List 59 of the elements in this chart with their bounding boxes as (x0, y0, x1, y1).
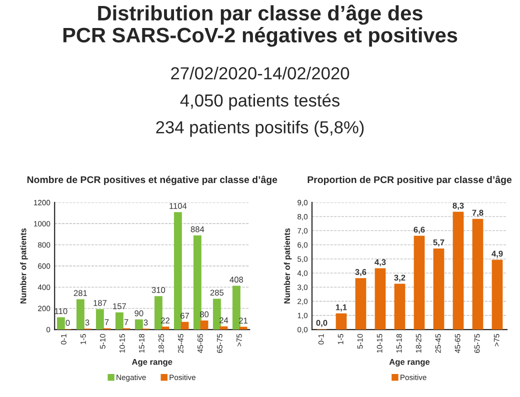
chart-title: Nombre de PCR positives et négative par classe d’âge (27, 176, 278, 186)
bar (76, 299, 84, 330)
data-label: 3,6 (355, 269, 366, 276)
data-label: 6,6 (414, 226, 425, 234)
data-label: 7 (124, 319, 128, 325)
bar (115, 312, 124, 330)
bar (174, 212, 182, 330)
data-label: 3,2 (394, 274, 406, 282)
bar (180, 322, 189, 330)
data-label: 4,9 (492, 250, 503, 258)
bar (472, 218, 484, 330)
data-label: 7 (104, 319, 109, 325)
bar (193, 235, 202, 330)
bar (394, 284, 406, 330)
bar (56, 317, 65, 330)
chart-title: Proportion de PCR positive par classe d’âge (308, 176, 512, 186)
data-label: 884 (190, 226, 204, 232)
data-label: 8,3 (452, 202, 464, 210)
data-label: 1,1 (336, 304, 347, 312)
data-label: 7,8 (472, 210, 484, 217)
data-label: 0 (66, 320, 70, 326)
text: Distribution par classe d’âge des PCR SARS-CoV-2 négatives et positives (63, 4, 458, 47)
text: 4,050 patients testés (180, 94, 340, 110)
x-axis-title: Age range (132, 359, 172, 367)
bar (134, 319, 143, 330)
y-axis-title: Number of patients (20, 228, 28, 304)
data-label: 90 (134, 310, 144, 316)
bar (452, 212, 464, 330)
data-label: 187 (94, 300, 106, 306)
bar (220, 326, 228, 330)
data-label: 0,0 (316, 320, 328, 327)
text: 27/02/2020-14/02/2020 (171, 66, 350, 80)
bar (239, 326, 248, 330)
bar (200, 320, 208, 330)
bar (433, 248, 444, 330)
data-label: 110 (54, 308, 68, 314)
bar (154, 296, 162, 330)
data-label: 1104 (170, 203, 187, 209)
bar (96, 309, 104, 330)
bar (232, 286, 240, 330)
data-label: 408 (230, 276, 244, 283)
bar (336, 313, 347, 330)
data-label: 3 (144, 320, 148, 326)
bar (161, 326, 170, 330)
bar (374, 268, 386, 330)
data-label: 5,7 (433, 240, 444, 247)
data-label: 285 (210, 290, 224, 296)
data-label: 157 (113, 303, 126, 310)
data-label: 281 (74, 290, 87, 296)
data-label: 4,3 (374, 259, 386, 266)
data-label: 3 (85, 320, 90, 326)
x-axis-title: Age range (389, 359, 430, 367)
y-axis-title: Number of patients (284, 228, 292, 304)
text: 234 patients positifs (5,8%) (156, 120, 364, 137)
data-label: 310 (152, 287, 166, 293)
bar (212, 298, 221, 330)
bar (355, 278, 366, 330)
bar (414, 236, 425, 330)
bar (492, 260, 503, 330)
